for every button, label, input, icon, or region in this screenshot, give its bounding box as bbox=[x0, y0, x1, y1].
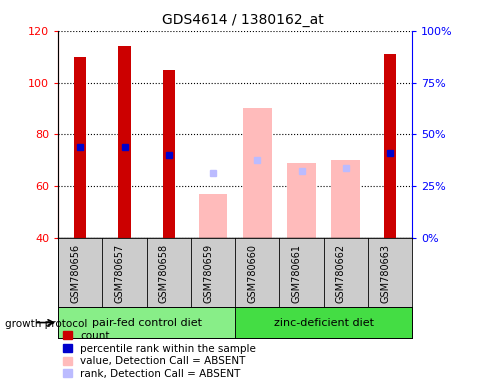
Bar bbox=[58, 307, 235, 338]
Bar bbox=[287, 163, 316, 238]
Text: GSM780656: GSM780656 bbox=[70, 243, 80, 303]
Bar bbox=[163, 70, 175, 238]
Text: zinc-deficient diet: zinc-deficient diet bbox=[273, 318, 373, 328]
Text: GSM780659: GSM780659 bbox=[203, 243, 212, 303]
Text: GSM780661: GSM780661 bbox=[291, 243, 301, 303]
Text: GSM780660: GSM780660 bbox=[247, 243, 257, 303]
Bar bbox=[198, 194, 227, 238]
Text: GSM780658: GSM780658 bbox=[159, 243, 168, 303]
Bar bbox=[331, 161, 360, 238]
Bar bbox=[74, 56, 86, 238]
Text: GSM780657: GSM780657 bbox=[114, 243, 124, 303]
Bar bbox=[118, 46, 130, 238]
Text: growth protocol: growth protocol bbox=[5, 319, 87, 329]
Bar bbox=[383, 54, 395, 238]
Text: pair-fed control diet: pair-fed control diet bbox=[91, 318, 201, 328]
Text: GSM780662: GSM780662 bbox=[335, 243, 345, 303]
Legend: count, percentile rank within the sample, value, Detection Call = ABSENT, rank, : count, percentile rank within the sample… bbox=[63, 331, 256, 379]
Text: GDS4614 / 1380162_at: GDS4614 / 1380162_at bbox=[161, 13, 323, 27]
Bar bbox=[242, 108, 271, 238]
Bar bbox=[235, 307, 411, 338]
Text: GSM780663: GSM780663 bbox=[379, 243, 389, 303]
